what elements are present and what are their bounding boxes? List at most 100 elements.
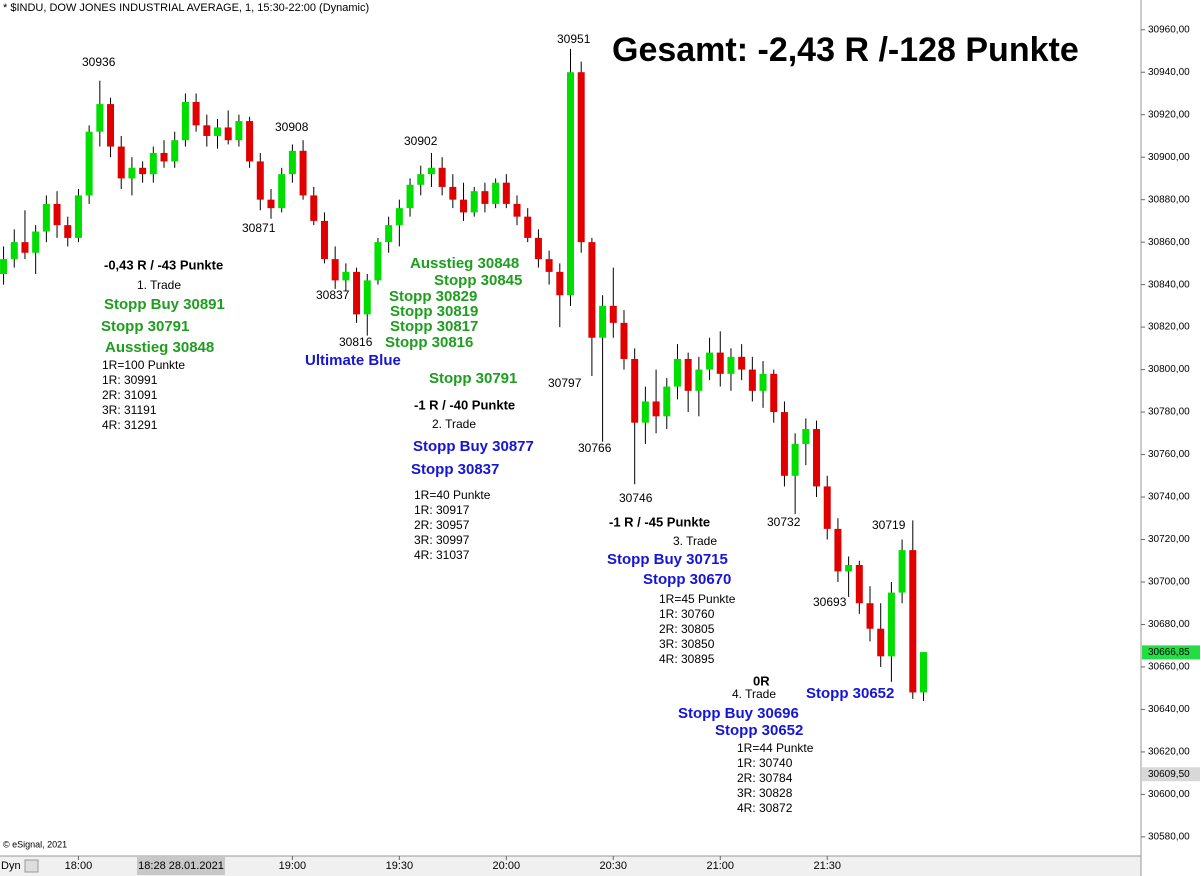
candle-body	[748, 369, 756, 391]
annotation: Stopp 30837	[411, 461, 499, 478]
annotation: 1R=45 Punkte	[659, 592, 736, 606]
price-label: 30871	[242, 221, 276, 235]
candle-body	[556, 271, 564, 296]
annotation: Gesamt: -2,43 R /-128 Punkte	[612, 31, 1079, 69]
annotation: 2R: 30805	[659, 622, 715, 636]
annotation: Stopp 30791	[101, 318, 189, 335]
price-label: 30719	[872, 518, 906, 532]
annotation: Stopp 30652	[715, 722, 803, 739]
y-tick-label: 30660,00	[1148, 662, 1190, 673]
candle-body	[374, 242, 382, 281]
candle-body	[149, 152, 157, 175]
candle-body	[513, 203, 521, 217]
candle-body	[845, 565, 853, 572]
candle-body	[706, 352, 714, 370]
price-label: 30746	[619, 491, 653, 505]
annotation: Stopp 30819	[390, 303, 478, 320]
candle-body	[567, 72, 574, 296]
candle-body	[834, 528, 842, 572]
x-axis-strip	[0, 856, 1141, 876]
candle-body	[877, 628, 885, 657]
candle-body	[673, 358, 681, 387]
x-tick-label: 19:30	[386, 860, 414, 872]
candle-body	[492, 182, 500, 204]
candle-body	[0, 259, 8, 275]
candle-body	[224, 127, 232, 141]
candle-body	[235, 121, 243, 141]
annotation: 1R=44 Punkte	[737, 741, 814, 755]
candle-body	[759, 373, 767, 391]
y-tick-label: 30920,00	[1148, 109, 1190, 120]
annotation: 1R=40 Punkte	[414, 488, 491, 502]
candle-body	[406, 184, 414, 209]
price-label: 30693	[813, 595, 847, 609]
annotation: 3R: 30997	[414, 533, 470, 547]
candle-body	[438, 167, 446, 187]
candle-body	[887, 592, 895, 657]
annotation: Stopp Buy 30891	[104, 296, 225, 313]
candle-body	[481, 191, 489, 204]
annotation: 1R=100 Punkte	[102, 358, 185, 372]
candle-body	[813, 429, 821, 487]
annotation: 4R: 30895	[659, 652, 715, 666]
annotation: Stopp 30829	[389, 288, 477, 305]
annotation: 1R: 30740	[737, 756, 793, 770]
candle-body	[866, 603, 874, 629]
annotation: 4. Trade	[732, 687, 776, 701]
price-label: 30908	[275, 120, 309, 134]
annotation: Stopp Buy 30696	[678, 705, 799, 722]
candle-body	[449, 186, 457, 200]
candle-body	[545, 259, 553, 272]
annotation: 1R: 30760	[659, 607, 715, 621]
candle-body	[588, 242, 596, 338]
candle-body	[738, 356, 746, 370]
candle-body	[919, 652, 927, 693]
candle-body	[695, 369, 703, 391]
candle-body	[620, 322, 628, 359]
y-tick-label: 30780,00	[1148, 407, 1190, 418]
candle-body	[502, 182, 510, 204]
annotation: 4R: 31291	[102, 418, 158, 432]
candle-body	[203, 125, 211, 136]
candle-body	[32, 231, 40, 253]
candle-body	[663, 386, 671, 417]
candle-body	[780, 412, 788, 476]
candle-body	[139, 167, 147, 175]
annotation: 1R: 30991	[102, 373, 158, 387]
annotation: 3R: 30850	[659, 637, 715, 651]
chart-title: * $INDU, DOW JONES INDUSTRIAL AVERAGE, 1…	[3, 2, 369, 14]
annotation: -1 R / -45 Punkte	[609, 514, 710, 529]
candle-body	[299, 150, 307, 196]
candle-body	[898, 550, 906, 593]
candle-body	[96, 104, 104, 132]
candle-body	[770, 373, 778, 413]
y-tick-label: 30600,00	[1148, 789, 1190, 800]
y-tick-label: 30800,00	[1148, 364, 1190, 375]
lock-icon[interactable]	[24, 859, 39, 873]
candle-body	[385, 225, 393, 243]
candle-body	[470, 191, 478, 213]
candle-body	[310, 195, 318, 221]
price-label: 30816	[339, 335, 373, 349]
candle-body	[855, 565, 863, 604]
annotation: Stopp 30845	[434, 272, 522, 289]
candle-body	[278, 174, 286, 209]
y-tick-label: 30700,00	[1148, 577, 1190, 588]
interval-button[interactable]: Dyn	[1, 860, 21, 872]
x-tick-label: 20:00	[493, 860, 521, 872]
candle-body	[246, 121, 254, 162]
y-tick-label: 30940,00	[1148, 67, 1190, 78]
annotation: 4R: 30872	[737, 801, 793, 815]
y-tick-label: 30840,00	[1148, 279, 1190, 290]
annotation: Stopp 30670	[643, 571, 731, 588]
price-marker-label: 30666,85	[1148, 647, 1190, 658]
candle-body	[10, 242, 18, 260]
candle-body	[320, 220, 328, 260]
candle-body	[214, 127, 222, 136]
candle-body	[727, 356, 735, 374]
candle-body	[363, 280, 371, 315]
y-tick-label: 30740,00	[1148, 492, 1190, 503]
